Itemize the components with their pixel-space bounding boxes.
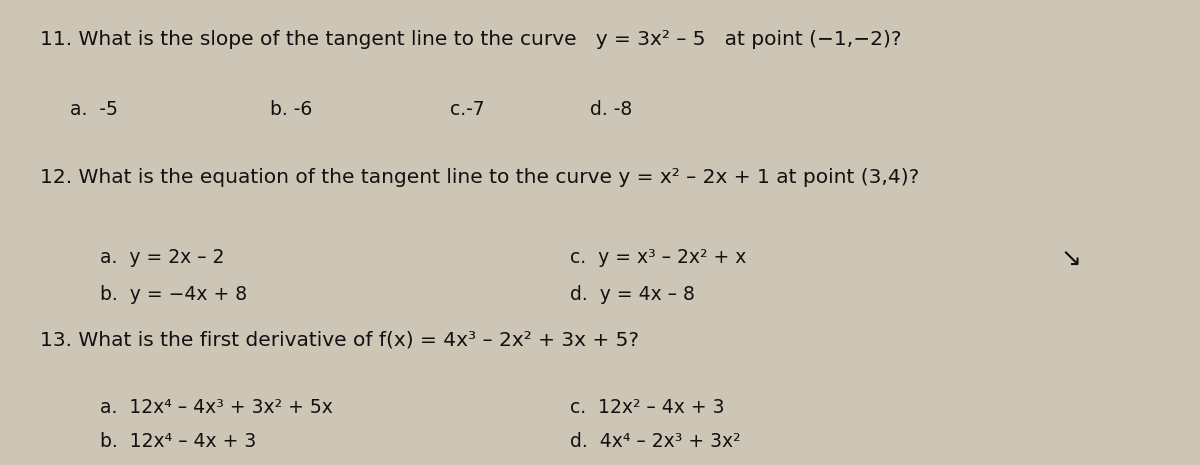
Text: 11. What is the slope of the tangent line to the curve   y = 3x² – 5   at point : 11. What is the slope of the tangent lin… xyxy=(40,30,901,49)
Text: d. -8: d. -8 xyxy=(590,100,632,119)
Text: c.-7: c.-7 xyxy=(450,100,485,119)
Text: 13. What is the first derivative of f(x) = 4x³ – 2x² + 3x + 5?: 13. What is the first derivative of f(x)… xyxy=(40,330,640,349)
Text: a.  y = 2x – 2: a. y = 2x – 2 xyxy=(100,248,224,267)
Text: c.  y = x³ – 2x² + x: c. y = x³ – 2x² + x xyxy=(570,248,746,267)
Text: b.  12x⁴ – 4x + 3: b. 12x⁴ – 4x + 3 xyxy=(100,432,257,451)
Text: 12. What is the equation of the tangent line to the curve y = x² – 2x + 1 at poi: 12. What is the equation of the tangent … xyxy=(40,168,919,187)
Text: b. -6: b. -6 xyxy=(270,100,312,119)
Text: a.  -5: a. -5 xyxy=(70,100,118,119)
Text: b.  y = −4x + 8: b. y = −4x + 8 xyxy=(100,285,247,304)
Text: a.  12x⁴ – 4x³ + 3x² + 5x: a. 12x⁴ – 4x³ + 3x² + 5x xyxy=(100,398,332,417)
Text: d.  y = 4x – 8: d. y = 4x – 8 xyxy=(570,285,695,304)
Text: c.  12x² – 4x + 3: c. 12x² – 4x + 3 xyxy=(570,398,725,417)
Text: ↘: ↘ xyxy=(1060,248,1081,272)
Text: d.  4x⁴ – 2x³ + 3x²: d. 4x⁴ – 2x³ + 3x² xyxy=(570,432,740,451)
